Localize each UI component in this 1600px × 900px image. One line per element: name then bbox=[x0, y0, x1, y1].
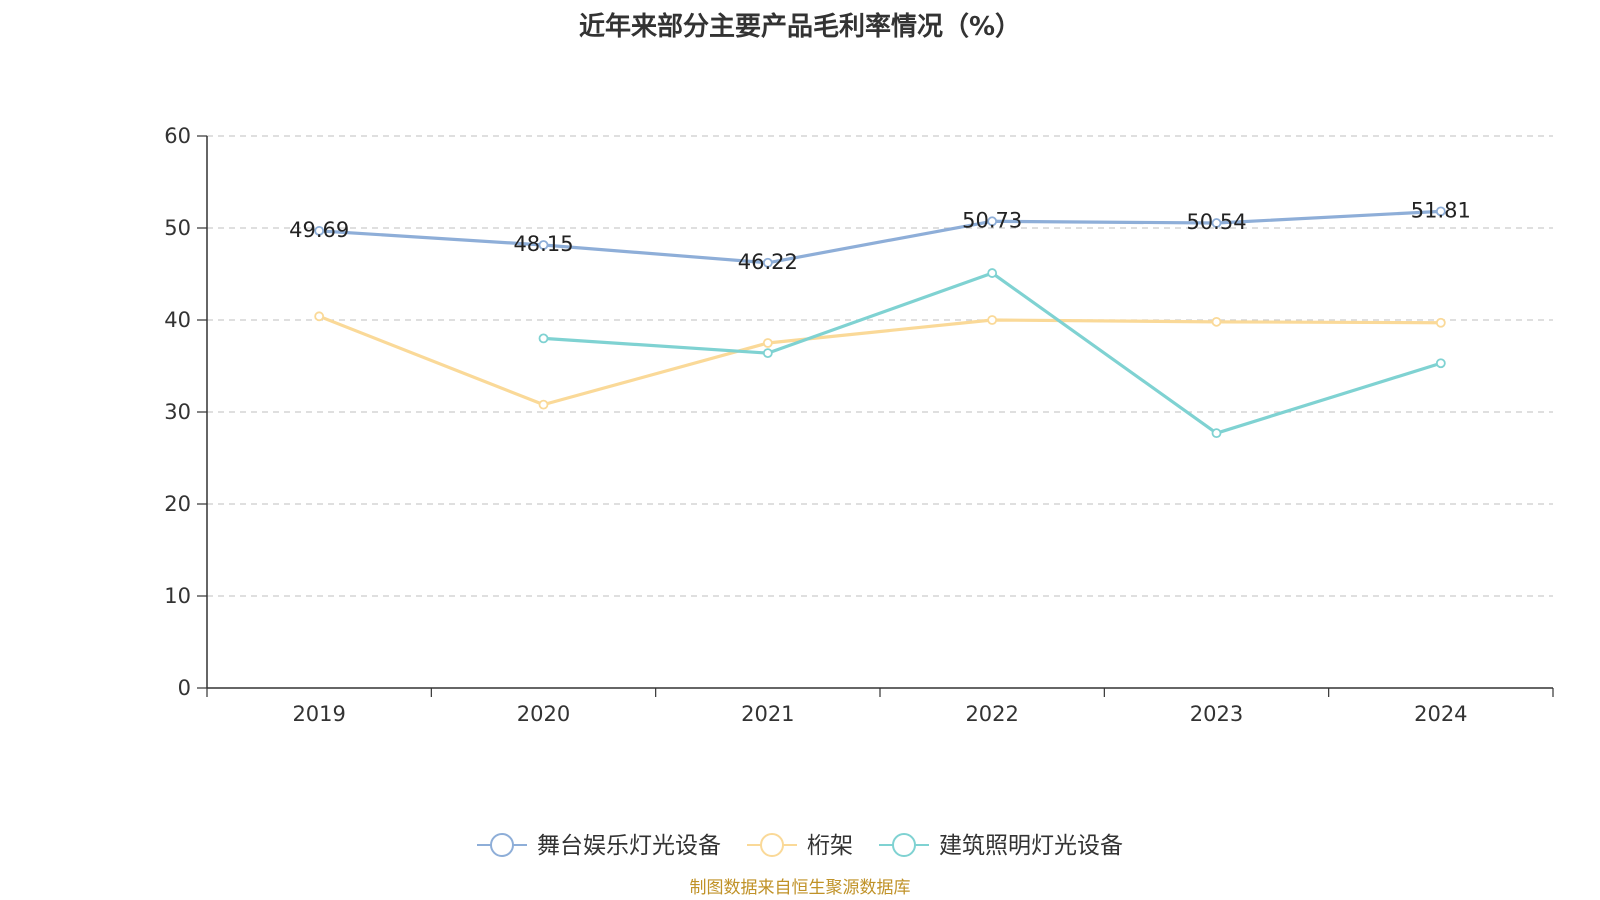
chart-title: 近年来部分主要产品毛利率情况（%） bbox=[578, 12, 1022, 42]
y-tick-label: 10 bbox=[164, 584, 191, 608]
data-point bbox=[987, 268, 998, 278]
data-point bbox=[987, 315, 998, 325]
data-point bbox=[1211, 218, 1222, 228]
legend-circle-icon bbox=[760, 833, 784, 857]
legend-label: 桁架 bbox=[807, 833, 853, 859]
x-tick-label: 2022 bbox=[965, 702, 1018, 726]
legend-item[interactable]: 建筑照明灯光设备 bbox=[879, 833, 1123, 859]
series-line bbox=[543, 271, 1442, 435]
data-point bbox=[538, 399, 549, 410]
grid-lines bbox=[207, 135, 1553, 597]
data-point bbox=[762, 257, 773, 268]
legend-circle-icon bbox=[490, 833, 514, 857]
data-point bbox=[538, 333, 549, 344]
data-point bbox=[314, 225, 325, 236]
data-label: 51.81 bbox=[1411, 198, 1471, 222]
data-point bbox=[1435, 358, 1446, 369]
x-tick-label: 2021 bbox=[741, 702, 794, 726]
y-tick-label: 50 bbox=[164, 216, 191, 240]
legend-item[interactable]: 桁架 bbox=[747, 833, 853, 859]
series-line bbox=[318, 314, 1441, 407]
x-tick-label: 2019 bbox=[292, 702, 345, 726]
legend-item[interactable]: 舞台娱乐灯光设备 bbox=[477, 833, 721, 859]
x-tick-label: 2020 bbox=[517, 702, 570, 726]
data-point bbox=[987, 216, 998, 227]
x-tick-label: 2024 bbox=[1414, 702, 1467, 726]
axes: 0 10 20 30 40 50 60 2019 2020 2021 2022 2023 2024 bbox=[164, 124, 1554, 726]
data-point bbox=[1211, 428, 1222, 439]
source-note: 制图数据来自恒生聚源数据库 bbox=[689, 878, 911, 898]
legend-label: 建筑照明灯光设备 bbox=[939, 833, 1123, 859]
data-point bbox=[1211, 316, 1222, 327]
data-point bbox=[762, 348, 773, 359]
legend[interactable]: 舞台娱乐灯光设备 桁架 建筑照明灯光设备 bbox=[477, 833, 1123, 859]
data-point bbox=[1435, 206, 1446, 217]
data-label: 49.69 bbox=[289, 218, 349, 242]
y-tick-label: 20 bbox=[164, 492, 191, 516]
data-labels: 49.69 48.15 46.22 50.73 50.54 51.81 bbox=[289, 198, 1471, 273]
legend-label: 舞台娱乐灯光设备 bbox=[537, 833, 721, 859]
data-label: 46.22 bbox=[738, 250, 798, 274]
data-point bbox=[314, 311, 325, 322]
series-line bbox=[319, 209, 1441, 265]
y-tick-label: 60 bbox=[164, 124, 191, 148]
data-point bbox=[762, 338, 773, 348]
series-lines bbox=[314, 206, 1446, 439]
y-tick-label: 0 bbox=[178, 676, 191, 700]
data-label: 50.73 bbox=[962, 208, 1022, 232]
data-point bbox=[1435, 317, 1446, 328]
x-tick-label: 2023 bbox=[1190, 702, 1243, 726]
data-point bbox=[538, 240, 549, 250]
y-tick-label: 30 bbox=[164, 400, 191, 424]
data-label: 50.54 bbox=[1186, 210, 1246, 234]
data-label: 48.15 bbox=[513, 232, 573, 256]
legend-circle-icon bbox=[892, 833, 916, 857]
y-tick-label: 40 bbox=[164, 308, 191, 332]
